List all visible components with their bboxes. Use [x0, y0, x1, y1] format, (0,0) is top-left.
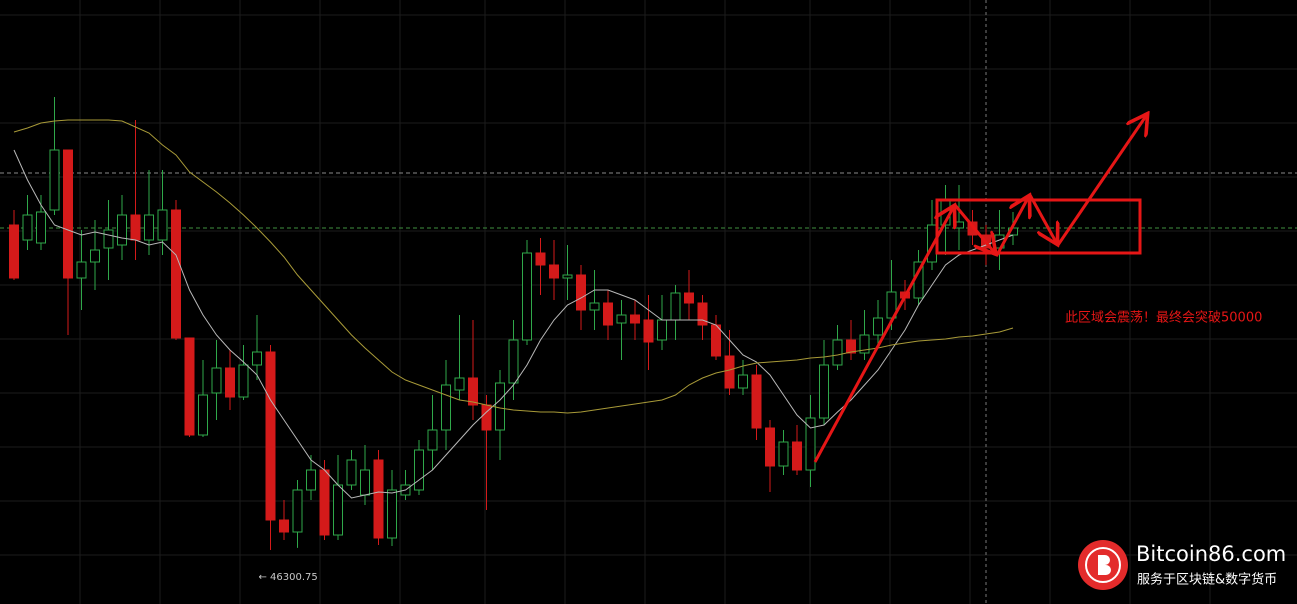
candle-body [36, 211, 46, 244]
candle-body [886, 291, 897, 319]
candle-body [427, 429, 438, 451]
candle-body [522, 252, 532, 341]
candle-body [724, 355, 735, 389]
candle-body [535, 252, 546, 266]
candle-body [967, 221, 978, 236]
candle-body [859, 334, 870, 354]
candle-body [616, 314, 627, 324]
candle-body [495, 382, 505, 431]
candle-body [157, 209, 168, 241]
candle-body [765, 427, 775, 467]
plot: ← 46300.75 [0, 97, 1297, 583]
candle-body [778, 441, 789, 467]
candle-body [360, 469, 370, 496]
candle-body [576, 274, 586, 311]
candle-body [9, 224, 19, 279]
candle-body [684, 292, 694, 304]
low-label: ← 46300.75 [259, 572, 318, 583]
candle-body [265, 351, 276, 521]
candle-body [414, 449, 424, 491]
candle-body [468, 377, 478, 406]
candle-body [603, 302, 613, 326]
arrow [995, 198, 1028, 256]
moving-average [13, 119, 1014, 414]
candle-body [292, 489, 303, 533]
candle-body [333, 484, 343, 536]
candle-body [508, 339, 519, 384]
logo-glyph [1098, 555, 1111, 575]
candle-body [589, 302, 600, 311]
candle-body [805, 417, 816, 471]
watermark-subtitle: 服务于区块链&数字货币 [1137, 572, 1277, 588]
candle-body [49, 149, 60, 211]
arrow [953, 204, 994, 252]
candle-body [819, 364, 829, 419]
candle-body [184, 337, 195, 436]
arrow [1056, 116, 1146, 246]
arrow [1028, 194, 1056, 242]
candle-body [103, 229, 114, 249]
candle-body [751, 374, 762, 429]
candle-body [225, 367, 235, 398]
candle-body [657, 319, 667, 341]
candle-body [346, 459, 357, 486]
candle-body [562, 274, 573, 279]
candle-body [171, 209, 181, 339]
candle-body [130, 214, 141, 241]
candle-body [198, 394, 208, 436]
annotation: 此区域会震荡！最终会突破50000 [1065, 310, 1262, 326]
candle-body [792, 441, 802, 471]
candle-body [738, 374, 748, 389]
candle-body [846, 339, 856, 354]
candle-body [832, 339, 843, 366]
candle-body [670, 292, 681, 321]
candle-body [306, 469, 316, 491]
watermark: Bitcoin86.com 服务于区块链&数字货币 [1078, 540, 1286, 590]
arrow [813, 208, 953, 463]
candle-body [873, 317, 883, 336]
candle-body [711, 324, 721, 357]
candle-body [549, 264, 559, 279]
candle-body [319, 469, 330, 536]
candle-body [63, 149, 73, 279]
logo-ring [1085, 547, 1121, 583]
candle-body [630, 314, 640, 324]
candle-body [22, 214, 33, 241]
candle-body [387, 489, 397, 539]
drawing [813, 116, 1146, 463]
candle-body [144, 214, 154, 241]
candle-body [454, 377, 465, 391]
candle-body [643, 319, 654, 343]
candle-body [117, 214, 127, 246]
candle-body [441, 384, 451, 431]
candle-body [238, 364, 249, 398]
candle-body [76, 261, 87, 279]
candle-body [90, 249, 100, 263]
candle-body [373, 459, 384, 539]
watermark-title: Bitcoin86.com [1136, 542, 1286, 566]
candle-body [252, 351, 262, 366]
candle-body [279, 519, 289, 533]
candle-body [211, 367, 222, 394]
candle-body [954, 221, 964, 229]
candle-body [697, 302, 708, 326]
